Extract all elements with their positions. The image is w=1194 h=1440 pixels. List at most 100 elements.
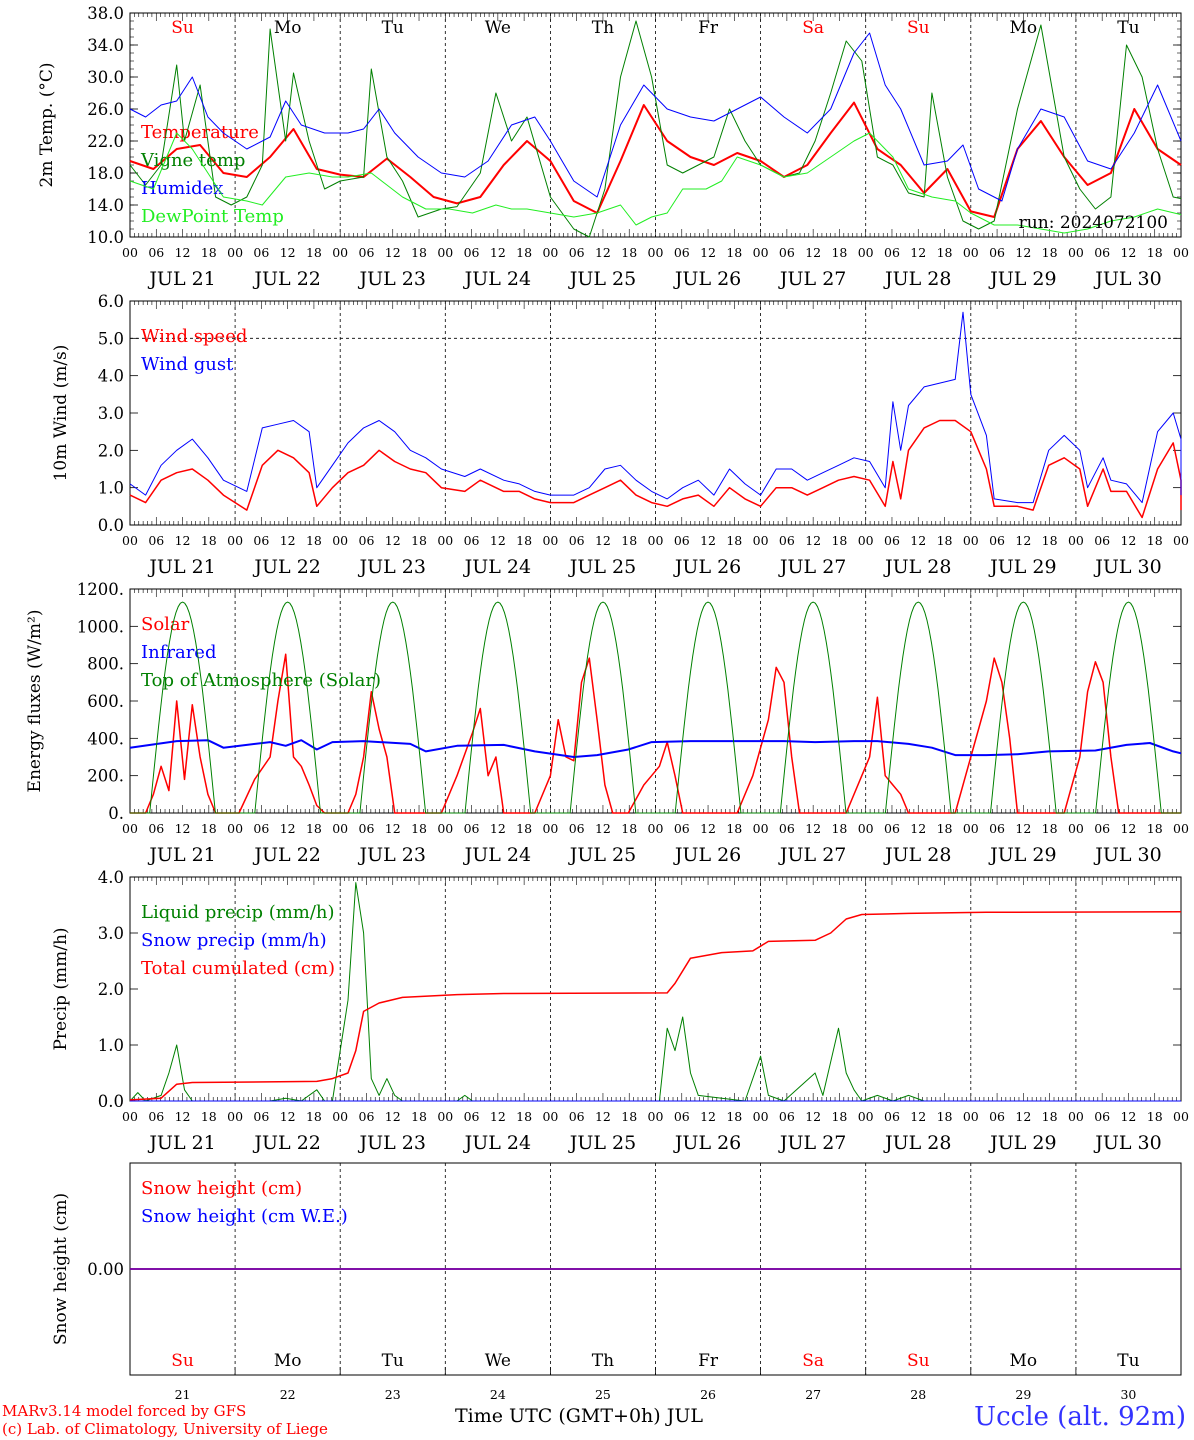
day-label: JUL 29: [988, 268, 1056, 290]
hour-tick-label: 18: [937, 1109, 953, 1124]
y-axis-label: Snow height (cm): [51, 1193, 71, 1345]
hour-tick-label: 18: [621, 533, 637, 548]
y-tick-label: 34.0: [87, 36, 124, 55]
y-tick-label: 38.0: [87, 4, 124, 23]
panel-frame: [129, 300, 1182, 526]
hour-tick-label: 18: [306, 1109, 322, 1124]
hour-tick-label: 06: [989, 533, 1005, 548]
y-axis-label: Precip (mm/h): [51, 927, 71, 1050]
hour-tick-label: 00: [1068, 533, 1084, 548]
hour-tick-label: 00: [858, 821, 874, 836]
hour-tick-label: 12: [280, 821, 296, 836]
y-tick-label: 6.0: [98, 292, 124, 311]
y-tick-label: 30.0: [87, 68, 124, 87]
weekday-label: Tu: [1117, 18, 1139, 38]
legend-entry: Wind speed: [141, 326, 247, 347]
hour-tick-label: 18: [201, 821, 217, 836]
y-tick-label: 1.0: [98, 479, 124, 498]
hour-tick-label: 00: [122, 1109, 138, 1124]
hour-tick-label: 12: [1015, 1109, 1031, 1124]
hour-tick-label: 12: [1120, 533, 1136, 548]
hour-tick-label: 18: [726, 245, 742, 260]
hour-tick-label: 00: [122, 821, 138, 836]
day-number-label: 28: [910, 1387, 926, 1402]
hour-tick-label: 18: [201, 533, 217, 548]
day-label: JUL 21: [147, 1132, 215, 1154]
y-tick-label: 14.0: [87, 196, 124, 215]
hour-tick-label: 00: [963, 245, 979, 260]
hour-tick-label: 18: [937, 533, 953, 548]
hour-tick-label: 06: [674, 533, 690, 548]
y-tick-label: 1000.: [77, 617, 124, 636]
hour-tick-label: 06: [464, 1109, 480, 1124]
hour-tick-label: 00: [858, 533, 874, 548]
hour-tick-label: 00: [122, 245, 138, 260]
hour-tick-label: 00: [1068, 1109, 1084, 1124]
day-number-label: 25: [595, 1387, 611, 1402]
y-tick-label: 3.0: [98, 924, 124, 943]
hour-tick-label: 18: [306, 245, 322, 260]
weekday-label: Th: [592, 1351, 614, 1371]
hour-tick-label: 00: [1068, 821, 1084, 836]
hour-tick-label: 18: [831, 1109, 847, 1124]
day-label: JUL 24: [463, 268, 531, 290]
hour-tick-label: 12: [490, 1109, 506, 1124]
legend-entry: Snow height (cm): [141, 1178, 302, 1199]
day-label: JUL 25: [568, 844, 636, 866]
day-label: JUL 27: [778, 268, 846, 290]
hour-tick-label: 18: [306, 533, 322, 548]
hour-tick-label: 06: [569, 245, 585, 260]
day-label: JUL 23: [358, 1132, 426, 1154]
hour-tick-label: 18: [411, 533, 427, 548]
day-number-label: 30: [1120, 1387, 1136, 1402]
hour-tick-label: 00: [1173, 821, 1189, 836]
hour-tick-label: 12: [385, 245, 401, 260]
day-label: JUL 22: [252, 1132, 320, 1154]
hour-tick-label: 18: [201, 1109, 217, 1124]
hour-tick-label: 18: [516, 1109, 532, 1124]
hour-tick-label: 06: [884, 245, 900, 260]
day-label: JUL 28: [883, 268, 951, 290]
hour-tick-label: 06: [148, 533, 164, 548]
hour-tick-label: 12: [595, 533, 611, 548]
day-label: JUL 26: [673, 556, 741, 578]
day-number-label: 24: [490, 1387, 506, 1402]
day-label: JUL 29: [988, 1132, 1056, 1154]
panel-frame: [129, 588, 1182, 814]
station-label: Uccle (alt. 92m): [974, 1402, 1186, 1432]
legend-entry: Humidex: [141, 178, 223, 199]
hour-tick-label: 00: [332, 245, 348, 260]
hour-tick-label: 12: [280, 1109, 296, 1124]
hour-tick-label: 06: [253, 1109, 269, 1124]
hour-tick-label: 18: [1147, 245, 1163, 260]
hour-tick-label: 12: [595, 245, 611, 260]
hour-tick-label: 00: [648, 821, 664, 836]
x-axis-label: Time UTC (GMT+0h) JUL: [455, 1405, 703, 1427]
legend-entry: DewPoint Temp: [141, 206, 284, 227]
legend-entry: Snow precip (mm/h): [141, 930, 327, 951]
y-tick-label: 600.: [87, 692, 124, 711]
series-line: [129, 20, 1182, 238]
day-label: JUL 26: [673, 268, 741, 290]
hour-tick-label: 00: [648, 533, 664, 548]
hour-tick-label: 12: [175, 533, 191, 548]
weekday-label: Mo: [274, 1351, 302, 1371]
hour-tick-label: 18: [1147, 533, 1163, 548]
day-label: JUL 29: [988, 556, 1056, 578]
hour-tick-label: 12: [910, 245, 926, 260]
y-tick-label: 0.: [108, 804, 124, 823]
y-tick-label: 5.0: [98, 329, 124, 348]
hour-tick-label: 06: [989, 1109, 1005, 1124]
series-line: [129, 132, 1182, 234]
weekday-label: We: [485, 18, 511, 38]
hour-tick-label: 00: [332, 1109, 348, 1124]
hour-tick-label: 06: [1094, 533, 1110, 548]
hour-tick-label: 00: [542, 1109, 558, 1124]
day-number-label: 26: [700, 1387, 716, 1402]
hour-tick-label: 06: [779, 1109, 795, 1124]
series-line: [130, 601, 1181, 814]
legend-entry: Vigne temp: [140, 150, 245, 171]
hour-tick-label: 18: [516, 533, 532, 548]
weekday-label: Tu: [1117, 1351, 1139, 1371]
hour-tick-label: 06: [1094, 245, 1110, 260]
